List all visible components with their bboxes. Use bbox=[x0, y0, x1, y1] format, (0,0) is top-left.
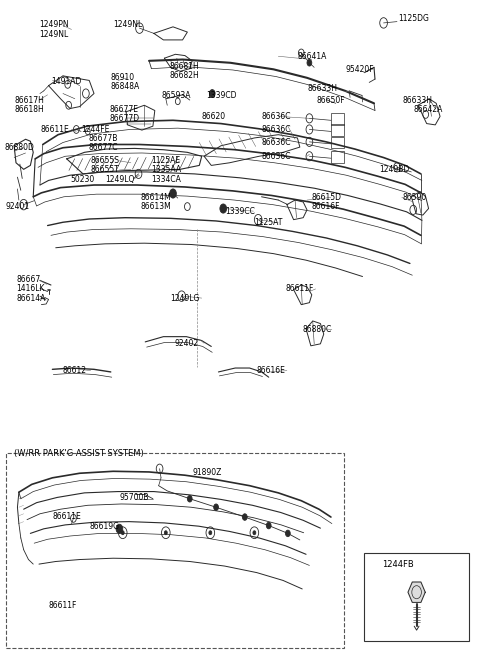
Text: 1249LQ: 1249LQ bbox=[105, 175, 134, 183]
Text: 86619G: 86619G bbox=[89, 521, 119, 531]
Circle shape bbox=[214, 504, 218, 510]
Text: 86650F: 86650F bbox=[317, 96, 345, 105]
Text: 1125AE: 1125AE bbox=[152, 157, 180, 165]
Circle shape bbox=[266, 522, 271, 529]
Text: 1249NL: 1249NL bbox=[39, 30, 68, 39]
Text: 86615D: 86615D bbox=[312, 193, 342, 202]
Bar bbox=[331, 124, 344, 136]
Text: 1335AA: 1335AA bbox=[152, 166, 181, 174]
Bar bbox=[364, 553, 469, 641]
Text: 86611E: 86611E bbox=[52, 512, 81, 521]
Text: 1416LK: 1416LK bbox=[16, 284, 45, 293]
Text: 1249LG: 1249LG bbox=[170, 293, 200, 303]
Circle shape bbox=[220, 204, 227, 213]
Text: 91890Z: 91890Z bbox=[192, 468, 221, 477]
Text: 86611F: 86611F bbox=[48, 601, 77, 610]
Bar bbox=[331, 113, 344, 125]
Bar bbox=[331, 151, 344, 163]
Circle shape bbox=[187, 495, 192, 502]
Text: 1339CC: 1339CC bbox=[226, 207, 255, 215]
Polygon shape bbox=[408, 582, 425, 603]
Text: 95420F: 95420F bbox=[345, 65, 374, 74]
Text: 86590: 86590 bbox=[403, 193, 427, 202]
Text: (W/RR PARK'G ASSIST SYSTEM): (W/RR PARK'G ASSIST SYSTEM) bbox=[14, 449, 144, 458]
Text: 86848A: 86848A bbox=[111, 83, 140, 92]
Text: 86611E: 86611E bbox=[40, 125, 69, 134]
Text: 86636C: 86636C bbox=[262, 125, 291, 134]
Text: 1339CD: 1339CD bbox=[206, 91, 237, 100]
Text: 86612: 86612 bbox=[63, 366, 87, 375]
Text: 86593A: 86593A bbox=[161, 91, 191, 100]
Circle shape bbox=[169, 189, 176, 198]
Text: 86642A: 86642A bbox=[413, 105, 443, 115]
Circle shape bbox=[116, 524, 123, 533]
Text: 86633H: 86633H bbox=[307, 84, 337, 94]
Text: 86613M: 86613M bbox=[141, 202, 171, 211]
Text: 86641A: 86641A bbox=[298, 52, 327, 61]
Bar bbox=[6, 453, 344, 648]
Text: 86677D: 86677D bbox=[110, 115, 140, 124]
Text: 86616F: 86616F bbox=[312, 202, 340, 211]
Text: 1249NL: 1249NL bbox=[113, 20, 143, 29]
Text: 1249BD: 1249BD bbox=[379, 166, 409, 174]
Text: 86677E: 86677E bbox=[110, 105, 139, 115]
Text: 86614A: 86614A bbox=[16, 293, 46, 303]
Text: 1244FE: 1244FE bbox=[81, 125, 109, 134]
Text: 1125DG: 1125DG bbox=[398, 14, 429, 24]
Text: 86682H: 86682H bbox=[169, 71, 199, 80]
Circle shape bbox=[121, 531, 124, 534]
Text: 86616E: 86616E bbox=[257, 366, 286, 375]
Circle shape bbox=[209, 90, 215, 98]
Text: 86655T: 86655T bbox=[91, 166, 120, 174]
Text: 86667: 86667 bbox=[16, 275, 40, 284]
Text: 86880D: 86880D bbox=[4, 143, 35, 152]
Text: 86655S: 86655S bbox=[91, 157, 120, 165]
Circle shape bbox=[164, 531, 167, 534]
Text: 50230: 50230 bbox=[70, 175, 95, 183]
Text: 86620: 86620 bbox=[202, 112, 226, 121]
Circle shape bbox=[307, 60, 312, 66]
Text: 1249PN: 1249PN bbox=[39, 20, 69, 29]
Text: 1491AD: 1491AD bbox=[51, 77, 81, 86]
Circle shape bbox=[209, 531, 212, 534]
Text: 95700B: 95700B bbox=[120, 493, 149, 502]
Text: 86618H: 86618H bbox=[14, 105, 44, 114]
Text: 1125AT: 1125AT bbox=[254, 218, 283, 227]
Circle shape bbox=[253, 531, 256, 534]
Text: 86880C: 86880C bbox=[302, 325, 332, 334]
Text: 86636C: 86636C bbox=[262, 112, 291, 121]
Circle shape bbox=[286, 530, 290, 536]
Text: 86611F: 86611F bbox=[286, 284, 314, 293]
Circle shape bbox=[242, 514, 247, 520]
Text: 1334CA: 1334CA bbox=[152, 175, 181, 183]
Text: 86677C: 86677C bbox=[88, 143, 118, 152]
Text: 86636C: 86636C bbox=[262, 138, 291, 147]
Text: 86617H: 86617H bbox=[14, 96, 44, 105]
Text: 86910: 86910 bbox=[111, 73, 135, 83]
Text: 86677B: 86677B bbox=[88, 134, 118, 143]
Text: 86681H: 86681H bbox=[169, 62, 199, 71]
Text: 86633H: 86633H bbox=[403, 96, 433, 105]
Text: 92402: 92402 bbox=[174, 339, 199, 348]
Text: 86614M: 86614M bbox=[141, 193, 171, 202]
Text: 86636C: 86636C bbox=[262, 152, 291, 160]
Text: 92401: 92401 bbox=[5, 202, 30, 211]
Text: 1244FB: 1244FB bbox=[382, 560, 414, 569]
Bar bbox=[331, 137, 344, 149]
